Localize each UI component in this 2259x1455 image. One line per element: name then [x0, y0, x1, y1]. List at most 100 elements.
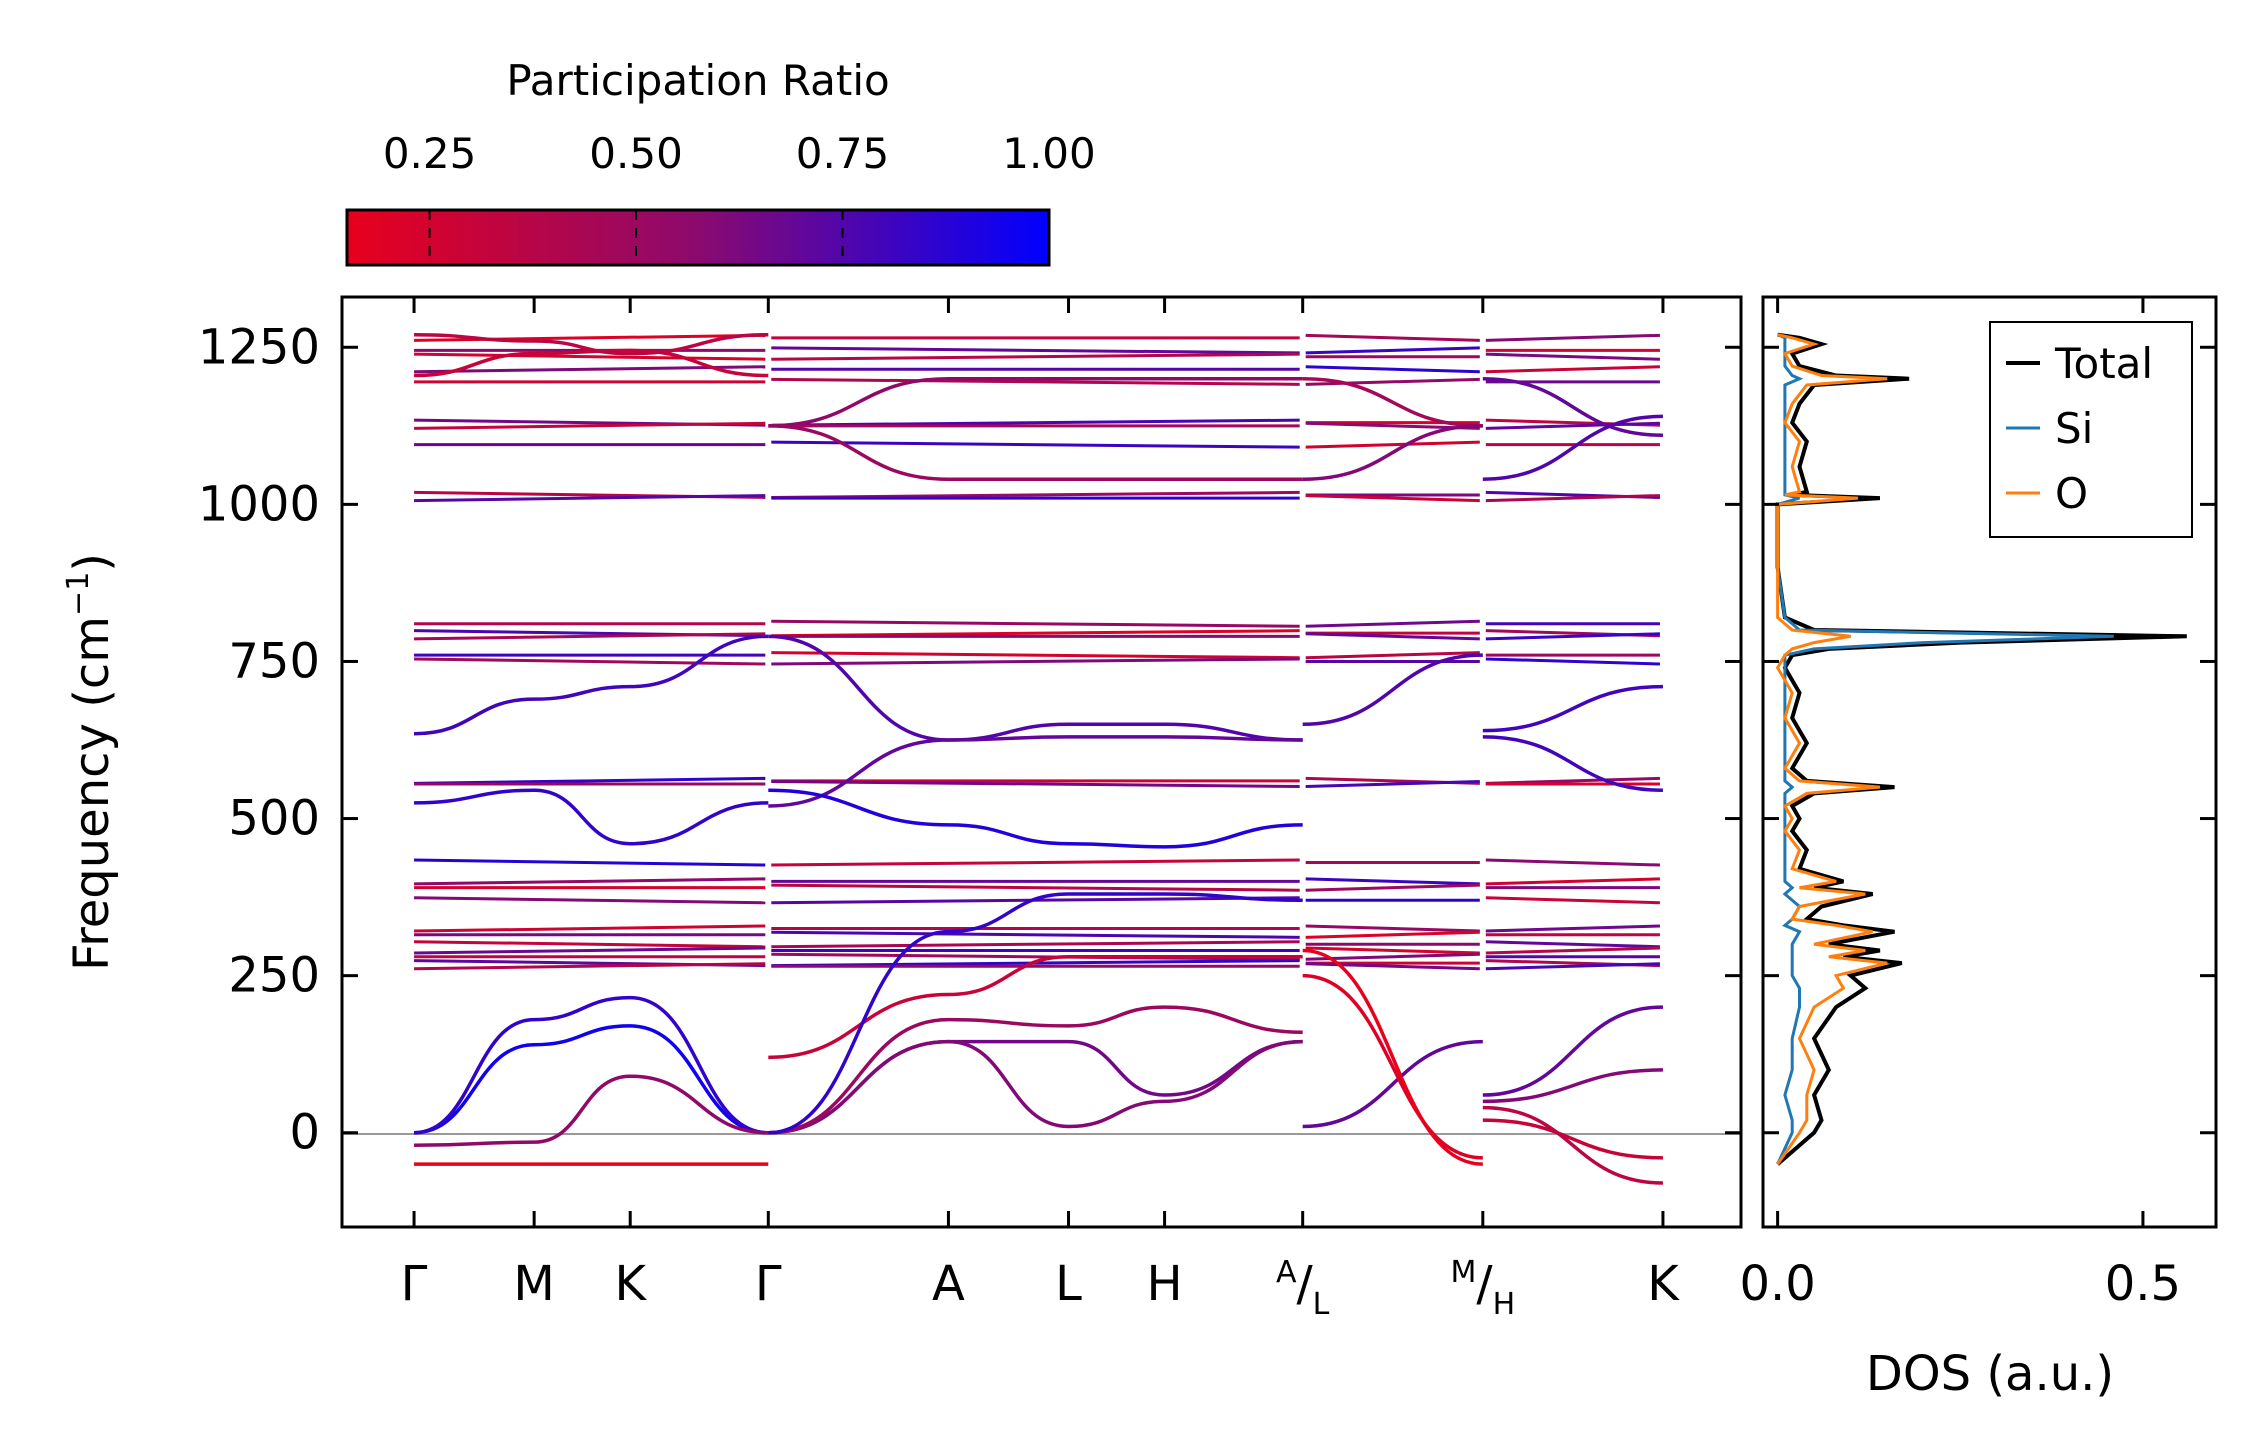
band-line-dispersive: [768, 735, 1303, 808]
y-tick-label: 750: [228, 633, 320, 689]
band-line-dispersive: [768, 376, 1303, 428]
band-line-flat: [414, 657, 766, 666]
band-line-flat: [1305, 365, 1480, 374]
band-line-flat: [1305, 333, 1480, 342]
dos-series-o: [1775, 333, 1888, 1166]
band-line-flat: [771, 858, 1300, 867]
band-line-flat: [1305, 346, 1480, 355]
band-line-dispersive: [768, 955, 1303, 1060]
band-line-flat: [1305, 946, 1480, 955]
band-line-dispersive: [414, 332, 769, 356]
band-line-dispersive: [414, 634, 769, 736]
band-line-flat: [414, 896, 766, 905]
band-axes-frame: [340, 295, 1743, 1229]
colorbar: Participation Ratio 0.25 0.50 0.75 1.00: [345, 56, 1096, 267]
band-line-flat: [1485, 632, 1660, 641]
band-lines: [414, 332, 1663, 1185]
band-line-flat: [1485, 924, 1660, 933]
dos-panel: 0.0 0.5 DOS (a.u.) Total Si O: [1739, 295, 2218, 1402]
band-line-flat: [771, 619, 1300, 628]
band-line-flat: [771, 440, 1300, 449]
band-line-dispersive: [1482, 414, 1663, 481]
y-tick-label: 1000: [198, 476, 320, 532]
band-line-flat: [414, 352, 766, 361]
x-tick-label: K: [1647, 1256, 1680, 1312]
band-line-flat: [414, 940, 766, 949]
dos-series-total: [1775, 332, 2187, 1166]
y-tick-label: 1250: [198, 319, 320, 375]
band-line-dispersive: [414, 1024, 769, 1135]
dos-x-tick-label: 0.5: [2105, 1256, 2181, 1312]
band-line-flat: [1485, 858, 1660, 867]
band-line-flat: [1485, 962, 1660, 971]
band-line-flat: [414, 877, 766, 886]
band-line-dispersive: [414, 1074, 769, 1148]
band-line-flat: [1485, 352, 1660, 361]
dos-x-tick-label: 0.0: [1739, 1256, 1815, 1312]
band-line-flat: [1305, 632, 1480, 641]
band-line-flat: [771, 346, 1300, 355]
band-line-dispersive: [1302, 948, 1483, 1166]
dos-legend: Total Si O: [1989, 321, 2193, 538]
y-axis-label-text: Frequency (cm: [64, 616, 120, 971]
band-line-flat: [771, 377, 1300, 386]
x-tick-label: K: [614, 1256, 647, 1312]
band-line-flat: [1305, 952, 1480, 961]
band-line-flat: [414, 962, 766, 971]
band-line-flat: [1305, 494, 1480, 503]
band-line-dispersive: [414, 995, 769, 1135]
band-line-flat: [1485, 946, 1660, 955]
band-line-flat: [1485, 940, 1660, 949]
colorbar-tick-label: 0.25: [383, 129, 477, 178]
band-line-flat: [1305, 440, 1480, 449]
dos-lines: [1775, 332, 2187, 1166]
colorbar-title: Participation Ratio: [506, 56, 889, 105]
band-line-flat: [414, 632, 766, 641]
y-axis-label-close: ): [64, 553, 120, 572]
band-line-dispersive: [414, 788, 769, 846]
band-line-dispersive: [414, 348, 769, 378]
band-line-flat: [1485, 896, 1660, 905]
x-tick-label: M: [513, 1256, 554, 1312]
band-line-flat: [771, 657, 1300, 666]
band-line-flat: [771, 651, 1300, 660]
band-line-dispersive: [1482, 1068, 1663, 1104]
dos-x-axis-label: DOS (a.u.): [1866, 1346, 2114, 1402]
x-tick-label: A: [932, 1256, 965, 1312]
band-line-dispersive: [768, 892, 1303, 1135]
band-line-dispersive: [1302, 973, 1483, 1160]
band-line-flat: [1485, 365, 1660, 374]
band-line-flat: [414, 421, 766, 430]
band-line-dispersive: [1302, 1039, 1483, 1129]
x-tick-label: A/L: [1276, 1255, 1330, 1322]
dos-series-si: [1776, 333, 2114, 1165]
band-axis-ticks: 0 250 500 750 1000 1250 Γ M K Γ A L H A/L M/H K: [198, 297, 1741, 1322]
y-axis-label-unit-exponent: −1: [61, 572, 96, 616]
band-line-flat: [1305, 619, 1480, 628]
y-tick-label: 0: [289, 1105, 320, 1161]
band-line-flat: [1305, 877, 1480, 886]
band-line-flat: [771, 930, 1300, 939]
band-line-dispersive: [1482, 1105, 1663, 1185]
dos-axis-ticks: 0.0 0.5: [1739, 297, 2216, 1312]
band-line-flat: [414, 858, 766, 867]
dos-axes-frame: [1761, 295, 2218, 1229]
band-line-flat: [1485, 657, 1660, 666]
x-tick-label: M/H: [1451, 1255, 1516, 1322]
band-structure-panel: 0 250 500 750 1000 1250 Γ M K Γ A L H A/L M/H K Frequen…: [61, 295, 1743, 1322]
band-line-flat: [1305, 779, 1480, 789]
band-line-flat: [1485, 494, 1660, 503]
band-line-flat: [414, 333, 766, 342]
band-line-dispersive: [768, 424, 1303, 481]
band-line-dispersive: [768, 1005, 1303, 1135]
x-tick-label: L: [1055, 1256, 1082, 1312]
band-line-flat: [771, 940, 1300, 949]
x-tick-label: H: [1147, 1256, 1183, 1312]
legend-label-total: Total: [2054, 339, 2153, 388]
legend-label-o: O: [2055, 469, 2088, 518]
band-line-dispersive: [1302, 424, 1483, 481]
colorbar-ticks: 0.25 0.50 0.75 1.00: [383, 129, 1096, 265]
y-tick-label: 500: [228, 791, 320, 847]
band-line-dispersive: [768, 1039, 1303, 1135]
